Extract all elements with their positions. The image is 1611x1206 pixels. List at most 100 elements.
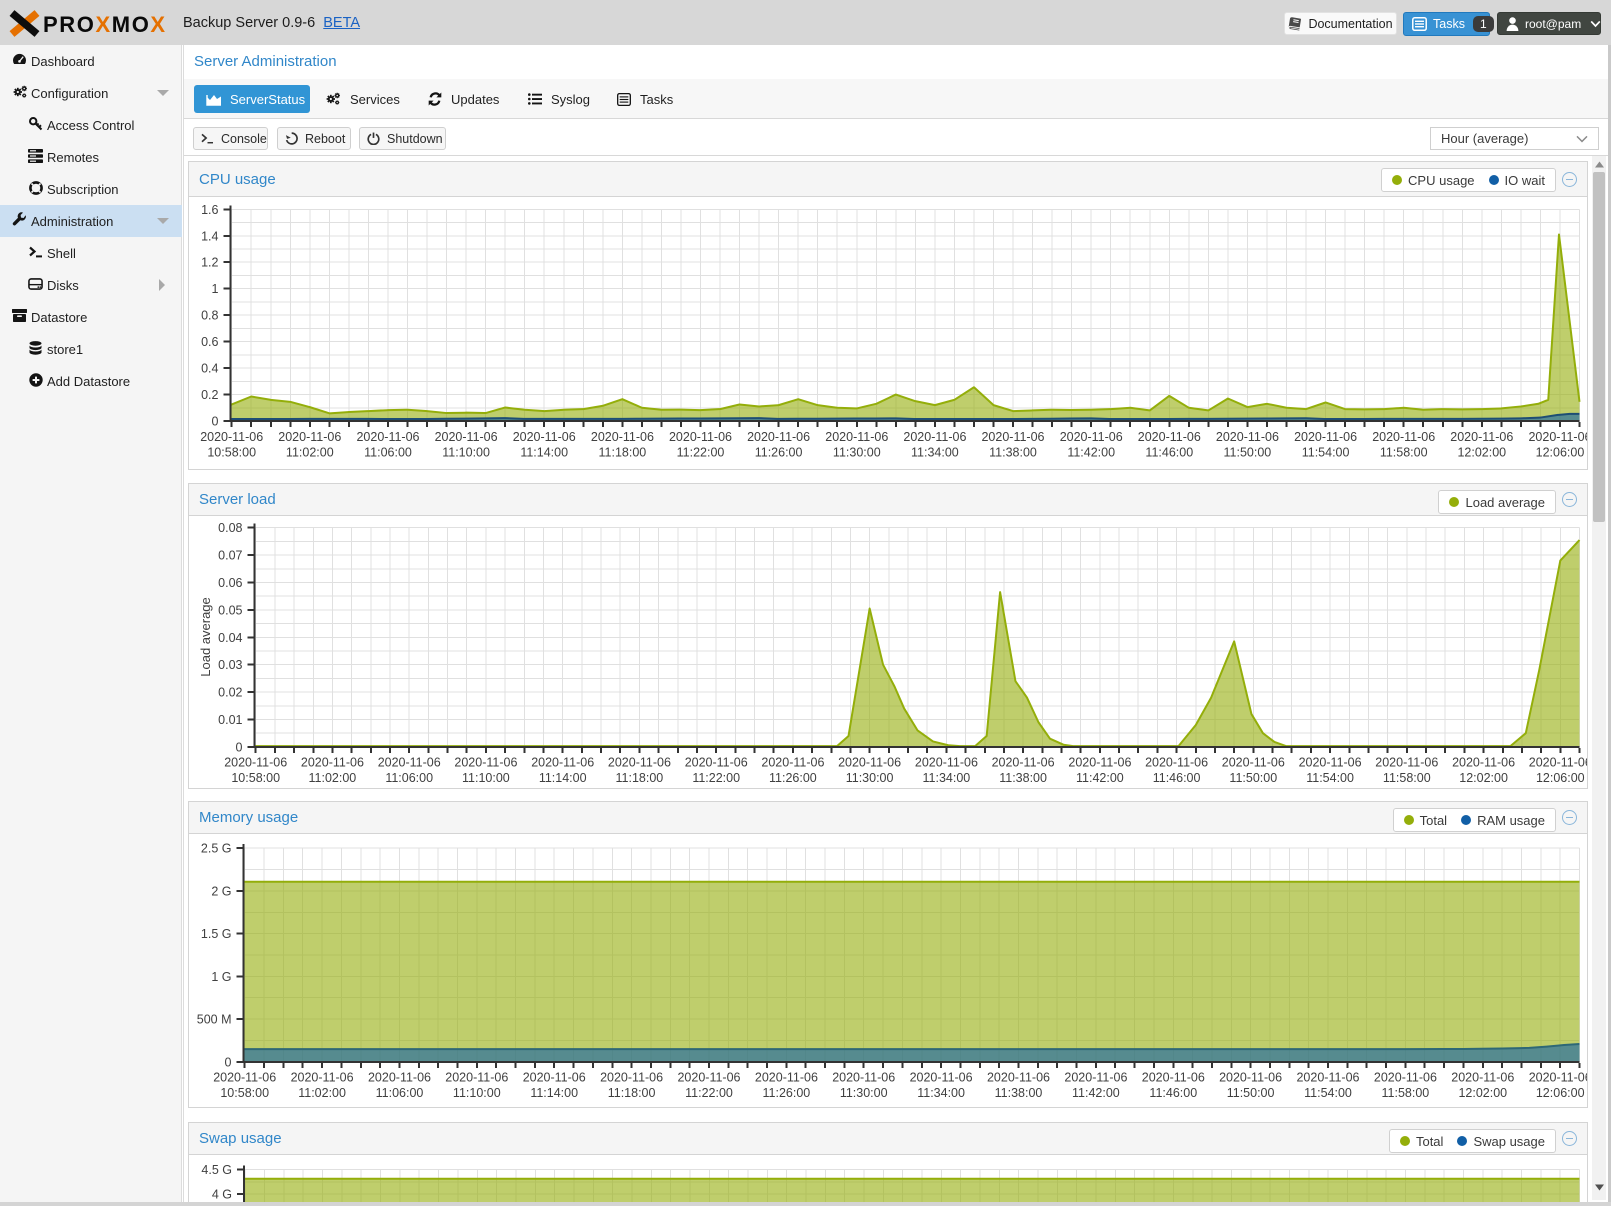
svg-text:11:38:00: 11:38:00 xyxy=(999,771,1047,785)
svg-text:10:58:00: 10:58:00 xyxy=(231,771,280,785)
svg-text:11:54:00: 11:54:00 xyxy=(1306,771,1354,785)
svg-text:12:02:00: 12:02:00 xyxy=(1457,446,1506,460)
svg-text:2020-11-06: 2020-11-06 xyxy=(755,1071,818,1085)
svg-text:11:58:00: 11:58:00 xyxy=(1380,446,1428,460)
svg-text:11:38:00: 11:38:00 xyxy=(995,1086,1043,1100)
svg-text:4.5 G: 4.5 G xyxy=(201,1163,232,1177)
svg-text:2020-11-06: 2020-11-06 xyxy=(435,430,498,444)
svg-text:2020-11-06: 2020-11-06 xyxy=(1450,430,1513,444)
svg-text:0: 0 xyxy=(236,740,243,754)
svg-text:11:50:00: 11:50:00 xyxy=(1227,1086,1275,1100)
svg-text:4 G: 4 G xyxy=(212,1188,232,1202)
svg-text:1.6: 1.6 xyxy=(201,203,218,217)
svg-text:2020-11-06: 2020-11-06 xyxy=(1060,430,1123,444)
svg-text:11:26:00: 11:26:00 xyxy=(769,771,817,785)
svg-text:2020-11-06: 2020-11-06 xyxy=(903,430,966,444)
svg-text:11:06:00: 11:06:00 xyxy=(376,1086,424,1100)
svg-text:2020-11-06: 2020-11-06 xyxy=(513,430,576,444)
svg-text:11:58:00: 11:58:00 xyxy=(1382,1086,1430,1100)
svg-text:2020-11-06: 2020-11-06 xyxy=(832,1071,895,1085)
svg-text:11:34:00: 11:34:00 xyxy=(917,1086,965,1100)
svg-text:0.08: 0.08 xyxy=(218,521,242,535)
svg-text:2020-11-06: 2020-11-06 xyxy=(278,430,341,444)
svg-text:11:30:00: 11:30:00 xyxy=(840,1086,888,1100)
svg-text:2020-11-06: 2020-11-06 xyxy=(608,756,671,770)
svg-text:2020-11-06: 2020-11-06 xyxy=(1296,1071,1359,1085)
svg-text:11:50:00: 11:50:00 xyxy=(1224,446,1272,460)
svg-text:2020-11-06: 2020-11-06 xyxy=(213,1071,276,1085)
svg-text:11:06:00: 11:06:00 xyxy=(364,446,412,460)
svg-text:2020-11-06: 2020-11-06 xyxy=(1294,430,1357,444)
svg-text:11:26:00: 11:26:00 xyxy=(755,446,803,460)
svg-text:11:30:00: 11:30:00 xyxy=(833,446,881,460)
svg-text:0.07: 0.07 xyxy=(218,549,242,563)
svg-text:11:18:00: 11:18:00 xyxy=(599,446,647,460)
svg-text:2020-11-06: 2020-11-06 xyxy=(677,1071,740,1085)
svg-text:11:10:00: 11:10:00 xyxy=(462,771,510,785)
svg-text:0.06: 0.06 xyxy=(218,576,242,590)
svg-text:2020-11-06: 2020-11-06 xyxy=(224,756,287,770)
svg-text:11:50:00: 11:50:00 xyxy=(1229,771,1277,785)
svg-text:2020-11-06: 2020-11-06 xyxy=(1222,756,1285,770)
svg-text:11:10:00: 11:10:00 xyxy=(442,446,490,460)
svg-text:2020-11-06: 2020-11-06 xyxy=(1299,756,1362,770)
svg-text:2020-11-06: 2020-11-06 xyxy=(356,430,419,444)
svg-text:2020-11-06: 2020-11-06 xyxy=(600,1071,663,1085)
svg-text:2020-11-06: 2020-11-06 xyxy=(987,1071,1050,1085)
svg-text:11:14:00: 11:14:00 xyxy=(520,446,568,460)
svg-text:2020-11-06: 2020-11-06 xyxy=(1529,756,1587,770)
svg-text:2020-11-06: 2020-11-06 xyxy=(1375,756,1438,770)
svg-text:2020-11-06: 2020-11-06 xyxy=(1374,1071,1437,1085)
svg-text:12:06:00: 12:06:00 xyxy=(1536,1086,1585,1100)
svg-text:1: 1 xyxy=(212,282,219,296)
svg-text:1.2: 1.2 xyxy=(201,256,218,270)
svg-text:11:10:00: 11:10:00 xyxy=(453,1086,501,1100)
svg-text:12:02:00: 12:02:00 xyxy=(1459,771,1508,785)
svg-text:2020-11-06: 2020-11-06 xyxy=(747,430,810,444)
svg-text:2.5 G: 2.5 G xyxy=(201,842,232,856)
svg-text:2020-11-06: 2020-11-06 xyxy=(368,1071,431,1085)
svg-text:11:06:00: 11:06:00 xyxy=(385,771,433,785)
svg-text:2020-11-06: 2020-11-06 xyxy=(761,756,824,770)
svg-text:0.01: 0.01 xyxy=(218,713,242,727)
svg-text:12:02:00: 12:02:00 xyxy=(1458,1086,1507,1100)
svg-text:2020-11-06: 2020-11-06 xyxy=(591,430,654,444)
svg-text:2020-11-06: 2020-11-06 xyxy=(523,1071,586,1085)
svg-text:2020-11-06: 2020-11-06 xyxy=(1142,1071,1205,1085)
svg-text:11:58:00: 11:58:00 xyxy=(1383,771,1431,785)
svg-text:11:26:00: 11:26:00 xyxy=(763,1086,811,1100)
svg-text:11:42:00: 11:42:00 xyxy=(1072,1086,1120,1100)
svg-text:2 G: 2 G xyxy=(211,884,231,898)
svg-text:11:14:00: 11:14:00 xyxy=(539,771,587,785)
svg-text:2020-11-06: 2020-11-06 xyxy=(1064,1071,1127,1085)
svg-text:11:22:00: 11:22:00 xyxy=(692,771,740,785)
svg-text:11:46:00: 11:46:00 xyxy=(1145,446,1193,460)
svg-text:11:18:00: 11:18:00 xyxy=(616,771,664,785)
svg-text:Load average: Load average xyxy=(198,597,213,677)
svg-text:0.4: 0.4 xyxy=(201,362,218,376)
svg-text:2020-11-06: 2020-11-06 xyxy=(200,430,263,444)
svg-text:0.05: 0.05 xyxy=(218,603,242,617)
svg-text:11:18:00: 11:18:00 xyxy=(608,1086,656,1100)
svg-text:2020-11-06: 2020-11-06 xyxy=(1068,756,1131,770)
svg-text:11:22:00: 11:22:00 xyxy=(685,1086,733,1100)
svg-text:11:30:00: 11:30:00 xyxy=(846,771,894,785)
svg-text:1.4: 1.4 xyxy=(201,229,218,243)
svg-text:1.5 G: 1.5 G xyxy=(201,927,232,941)
svg-text:11:54:00: 11:54:00 xyxy=(1302,446,1350,460)
svg-text:0.2: 0.2 xyxy=(201,388,218,402)
svg-text:11:02:00: 11:02:00 xyxy=(298,1086,346,1100)
svg-text:2020-11-06: 2020-11-06 xyxy=(825,430,888,444)
svg-text:11:34:00: 11:34:00 xyxy=(923,771,971,785)
svg-text:11:22:00: 11:22:00 xyxy=(677,446,725,460)
svg-text:2020-11-06: 2020-11-06 xyxy=(291,1071,354,1085)
svg-text:0.8: 0.8 xyxy=(201,309,218,323)
svg-text:2020-11-06: 2020-11-06 xyxy=(1529,1071,1587,1085)
svg-text:0: 0 xyxy=(212,415,219,429)
svg-text:0.6: 0.6 xyxy=(201,335,218,349)
svg-text:2020-11-06: 2020-11-06 xyxy=(1216,430,1279,444)
svg-text:2020-11-06: 2020-11-06 xyxy=(1528,430,1587,444)
svg-text:2020-11-06: 2020-11-06 xyxy=(531,756,594,770)
svg-text:500 M: 500 M xyxy=(197,1013,232,1027)
svg-text:11:42:00: 11:42:00 xyxy=(1067,446,1115,460)
